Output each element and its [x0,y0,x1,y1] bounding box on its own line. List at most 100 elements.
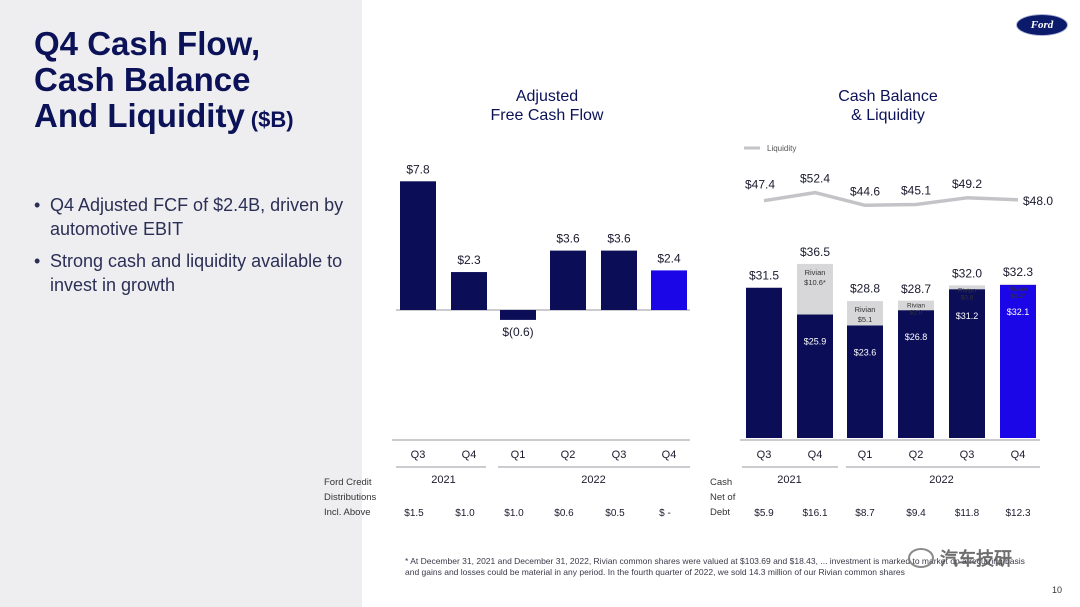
fcf-bar [601,250,637,310]
cash-value-label: $25.9 [804,336,827,346]
cash-title: Cash Balance [838,88,938,105]
cash-row-value: $16.1 [802,508,827,519]
liquidity-value-label: $44.6 [850,184,880,198]
rivian-label: Rivian [855,305,876,314]
liquidity-value-label: $49.2 [952,177,982,191]
fcf-value-label: $7.8 [406,162,430,176]
liquidity-value-label: $45.1 [901,183,931,197]
ford-logo: Ford [1016,14,1068,36]
cash-tick-label: Q3 [960,449,975,461]
fcf-value-label: $3.6 [607,232,631,246]
rivian-label: Rivian [958,287,976,294]
liquidity-value-label: $48.0 [1023,194,1053,208]
fcf-value-label: $2.4 [657,251,681,265]
fcf-tick-label: Q1 [511,449,526,461]
rivian-bar [797,263,833,315]
cash-title: & Liquidity [851,107,925,124]
bullet-item: Q4 Adjusted FCF of $2.4B, driven by auto… [34,193,354,241]
cash-total-label: $32.3 [1003,265,1033,279]
fcf-row-value: $ - [659,508,671,519]
cash-bar [847,325,883,438]
cash-bar [746,287,782,438]
cash-row-value: $8.7 [855,508,875,519]
cash-total-label: $32.0 [952,266,982,280]
cash-year-label: 2021 [777,474,801,486]
cash-bar [797,314,833,438]
fcf-bar [500,310,536,320]
cash-total-label: $28.7 [901,282,931,296]
cash-total-label: $31.5 [749,269,779,283]
fcf-year-label: 2021 [431,474,455,486]
cash-tick-label: Q4 [1011,449,1026,461]
title-line-3-text: And Liquidity [34,97,245,134]
rivian-value-label: $10.6* [804,278,826,287]
watermark-text: 汽车技研 [940,549,1012,570]
fcf-title: Free Cash Flow [491,107,604,124]
rivian-value-label: $0.8 [961,294,974,301]
fcf-row-label: Ford Credit [324,477,372,488]
fcf-tick-label: Q3 [411,449,426,461]
title-line-2: Cash Balance [34,61,251,98]
rivian-label: Rivian [1009,286,1027,293]
liquidity-value-label: $52.4 [800,172,830,186]
fcf-row-value: $0.5 [605,508,625,519]
rivian-bar [847,301,883,326]
bullet-list: Q4 Adjusted FCF of $2.4B, driven by auto… [34,193,354,305]
fcf-bar [451,272,487,310]
fcf-tick-label: Q2 [561,449,576,461]
rivian-label: Rivian [805,268,826,277]
cash-tick-label: Q4 [808,449,823,461]
footnote: * At December 31, 2021 and December 31, … [405,556,1025,577]
fcf-value-label: $(0.6) [502,325,533,339]
fcf-row-label: Distributions [324,492,377,503]
cash-bar [1000,284,1036,438]
cash-row-value: $9.4 [906,508,926,519]
cash-row-value: $5.9 [754,508,774,519]
cash-row-label: Debt [710,507,730,518]
page-number: 10 [1052,585,1063,595]
cash-total-label: $36.5 [800,245,830,259]
rivian-bar [898,300,934,311]
cash-bar [949,289,985,438]
cash-year-label: 2022 [929,474,953,486]
cash-row-label: Net of [710,492,736,503]
liquidity-legend-label: Liquidity [767,144,796,153]
fcf-bar [550,250,586,310]
rivian-value-label: $5.1 [858,315,873,324]
watermark: 汽车技研 [908,545,1012,571]
left-panel [0,0,362,607]
slide-title: Q4 Cash Flow, Cash Balance And Liquidity… [34,26,354,138]
cash-tick-label: Q2 [909,449,924,461]
fcf-row-value: $1.0 [504,508,524,519]
fcf-value-label: $2.3 [457,253,481,267]
fcf-year-label: 2022 [581,474,605,486]
fcf-value-label: $3.6 [556,232,580,246]
title-line-3: And Liquidity ($B) [34,98,354,138]
rivian-label: Rivian [907,303,925,310]
fcf-bar [400,181,436,310]
title-line-1: Q4 Cash Flow, [34,25,261,62]
cash-value-label: $31.2 [956,311,979,321]
cash-row-value: $11.8 [955,508,980,519]
rivian-bar [949,285,985,290]
cash-value-label: $26.8 [905,332,928,342]
bullet-item: Strong cash and liquidity available to i… [34,249,354,297]
liquidity-value-label: $47.4 [745,178,775,192]
wechat-icon [908,548,934,568]
fcf-tick-label: Q4 [662,449,677,461]
rivian-value-label: $0.2* [1010,293,1026,300]
title-unit: ($B) [250,107,294,132]
cash-value-label: $23.6 [854,347,877,357]
cash-value-label: $32.1 [1007,307,1030,317]
fcf-tick-label: Q4 [462,449,477,461]
fcf-title: Adjusted [516,88,578,105]
fcf-row-value: $0.6 [554,508,574,519]
cash-tick-label: Q3 [757,449,772,461]
cash-total-label: $28.8 [850,282,880,296]
cash-bar [898,310,934,438]
fcf-bar [651,270,687,310]
cash-row-label: Cash [710,477,732,488]
fcf-row-label: Incl. Above [324,507,370,518]
liquidity-line [763,190,1019,208]
